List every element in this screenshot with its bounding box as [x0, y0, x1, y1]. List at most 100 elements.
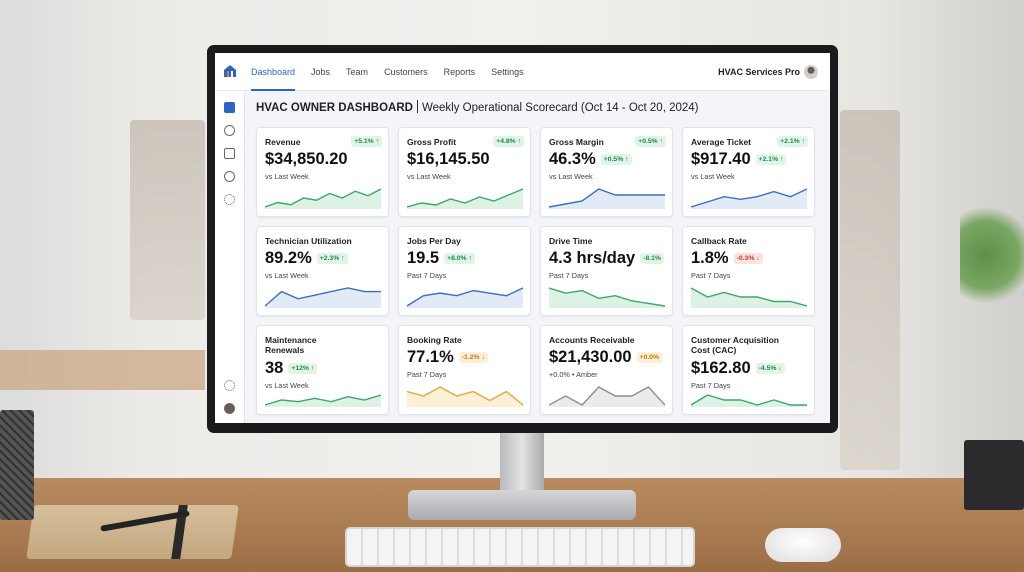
- sparkline-line: [407, 287, 523, 307]
- calendar-icon[interactable]: [224, 148, 235, 159]
- logo[interactable]: [223, 64, 237, 78]
- nav-item[interactable]: Team: [346, 67, 369, 77]
- avatar[interactable]: [804, 65, 818, 79]
- metric-card[interactable]: Customer Acquisition Cost (CAC) $162.80 -4…: [682, 325, 815, 415]
- team-icon[interactable]: [224, 171, 235, 182]
- card-value: 46.3% +0.5% ↑: [549, 150, 632, 169]
- card-title: Drive Time: [549, 236, 593, 246]
- metric-card[interactable]: Maintenance Renewals 38 +12% ↑ vs Last Week: [256, 325, 389, 415]
- background-shelf: [840, 110, 900, 470]
- monitor-stand: [500, 433, 544, 495]
- card-title: Callback Rate: [691, 236, 747, 246]
- delta-pill: +12% ↑: [288, 363, 318, 374]
- card-title: Average Ticket: [691, 137, 752, 147]
- delta-pill: -1.2% ↓: [458, 352, 488, 363]
- card-title: Maintenance Renewals: [265, 335, 317, 355]
- card-subtext: vs Last Week: [691, 172, 735, 181]
- page-subtitle: Weekly Operational Scorecard (Oct 14 - O…: [421, 102, 699, 114]
- sparkline: [549, 386, 665, 407]
- badge-pill: +0.5% ↑: [635, 136, 666, 147]
- sparkline-area: [549, 387, 665, 407]
- sparkline: [691, 394, 807, 407]
- sparkline-line: [549, 386, 665, 406]
- card-title: Revenue: [265, 137, 301, 147]
- sparkline-line: [407, 188, 523, 208]
- card-title: Technician Utilization: [265, 236, 352, 246]
- mouse: [765, 528, 841, 562]
- metric-card[interactable]: Gross Margin 46.3% +0.5% ↑ +0.5% ↑ vs Last W…: [540, 127, 673, 217]
- card-subtext: +0.0% • Amber: [549, 370, 598, 379]
- nav-item[interactable]: Customers: [384, 67, 428, 77]
- metric-card[interactable]: Jobs Per Day 19.5 +8.0% ↑ Past 7 Days: [398, 226, 531, 316]
- sparkline-area: [691, 189, 807, 209]
- card-title: Gross Margin: [549, 137, 604, 147]
- sparkline: [265, 188, 381, 209]
- card-value: $162.80 -4.5% ↓: [691, 359, 785, 378]
- metric-card[interactable]: Average Ticket $917.40 +2.1% ↑ +2.1% ↑ vs La…: [682, 127, 815, 217]
- dashboard-icon[interactable]: [224, 102, 235, 113]
- metric-card[interactable]: Drive Time 4.3 hrs/day -8.1% Past 7 Days: [540, 226, 673, 316]
- nav-item[interactable]: Reports: [443, 67, 476, 77]
- sparkline: [549, 188, 665, 209]
- nav-item[interactable]: Jobs: [311, 67, 331, 77]
- sparkline-area: [549, 189, 665, 209]
- sparkline-line: [549, 287, 665, 307]
- sparkline-line: [407, 386, 523, 406]
- page-title: HVAC OWNER DASHBOARD: [256, 102, 413, 114]
- sparkline: [407, 386, 523, 407]
- metric-card[interactable]: Gross Profit $16,145.50 +4.8% ↑ vs Last Wee…: [398, 127, 531, 217]
- delta-pill: +8.0% ↑: [444, 253, 475, 264]
- sparkline-line: [265, 287, 381, 307]
- metric-card[interactable]: Accounts Receivable $21,430.00 +0.0% +0.0% …: [540, 325, 673, 415]
- sparkline-area: [691, 395, 807, 407]
- card-value: 77.1% -1.2% ↓: [407, 348, 488, 367]
- card-subtext: Past 7 Days: [691, 271, 731, 280]
- sparkline-area: [265, 395, 381, 407]
- sparkline-area: [265, 288, 381, 308]
- sparkline-line: [691, 287, 807, 307]
- delta-pill: +2.3% ↑: [316, 253, 348, 264]
- card-value: 38 +12% ↑: [265, 359, 318, 378]
- separator: [416, 100, 418, 113]
- nav: Dashboard Jobs Team Customers Reports Setting…: [251, 53, 540, 91]
- delta-pill: -8.1%: [640, 253, 664, 264]
- page-header: HVAC OWNER DASHBOARD Weekly Operational S…: [256, 100, 699, 114]
- nav-item[interactable]: Settings: [491, 67, 524, 77]
- value-text: 46.3%: [549, 150, 596, 168]
- settings-icon[interactable]: [224, 194, 235, 205]
- sparkline: [549, 287, 665, 308]
- desk-tray: [964, 440, 1024, 510]
- metric-card[interactable]: Technician Utilization 89.2% +2.3% ↑ vs Las…: [256, 226, 389, 316]
- sidebar: [215, 91, 245, 423]
- card-value: $917.40 +2.1% ↑: [691, 150, 787, 169]
- sparkline: [407, 287, 523, 308]
- card-subtext: vs Last Week: [265, 172, 309, 181]
- card-subtext: vs Last Week: [265, 271, 309, 280]
- settings-icon[interactable]: [224, 380, 235, 391]
- card-subtext: Past 7 Days: [407, 271, 447, 280]
- profile-icon[interactable]: [224, 403, 235, 414]
- nav-item[interactable]: Dashboard: [251, 53, 296, 91]
- sparkline-line: [265, 188, 381, 208]
- sparkline-line: [691, 394, 807, 406]
- metric-card[interactable]: Booking Rate 77.1% -1.2% ↓ Past 7 Days: [398, 325, 531, 415]
- value-text: 77.1%: [407, 348, 454, 366]
- value-text: 89.2%: [265, 249, 312, 267]
- delta-pill: +0.0%: [636, 352, 663, 363]
- metric-card[interactable]: Callback Rate 1.8% -0.3% ↓ Past 7 Days: [682, 226, 815, 316]
- value-text: 4.3 hrs/day: [549, 249, 636, 267]
- metric-card[interactable]: Revenue $34,850.20 +5.1% ↑ vs Last Week: [256, 127, 389, 217]
- value-text: 19.5: [407, 249, 440, 267]
- sparkline-area: [407, 387, 523, 407]
- sparkline-line: [265, 394, 381, 406]
- card-title: Accounts Receivable: [549, 335, 635, 345]
- user-icon[interactable]: [224, 125, 235, 136]
- brand[interactable]: HVAC Services Pro: [718, 67, 800, 77]
- card-subtext: Past 7 Days: [549, 271, 589, 280]
- card-title: Customer Acquisition Cost (CAC): [691, 335, 779, 355]
- notebook: [26, 505, 239, 559]
- pen-cup: [0, 410, 34, 520]
- card-title: Jobs Per Day: [407, 236, 461, 246]
- badge-pill: +2.1% ↑: [777, 136, 808, 147]
